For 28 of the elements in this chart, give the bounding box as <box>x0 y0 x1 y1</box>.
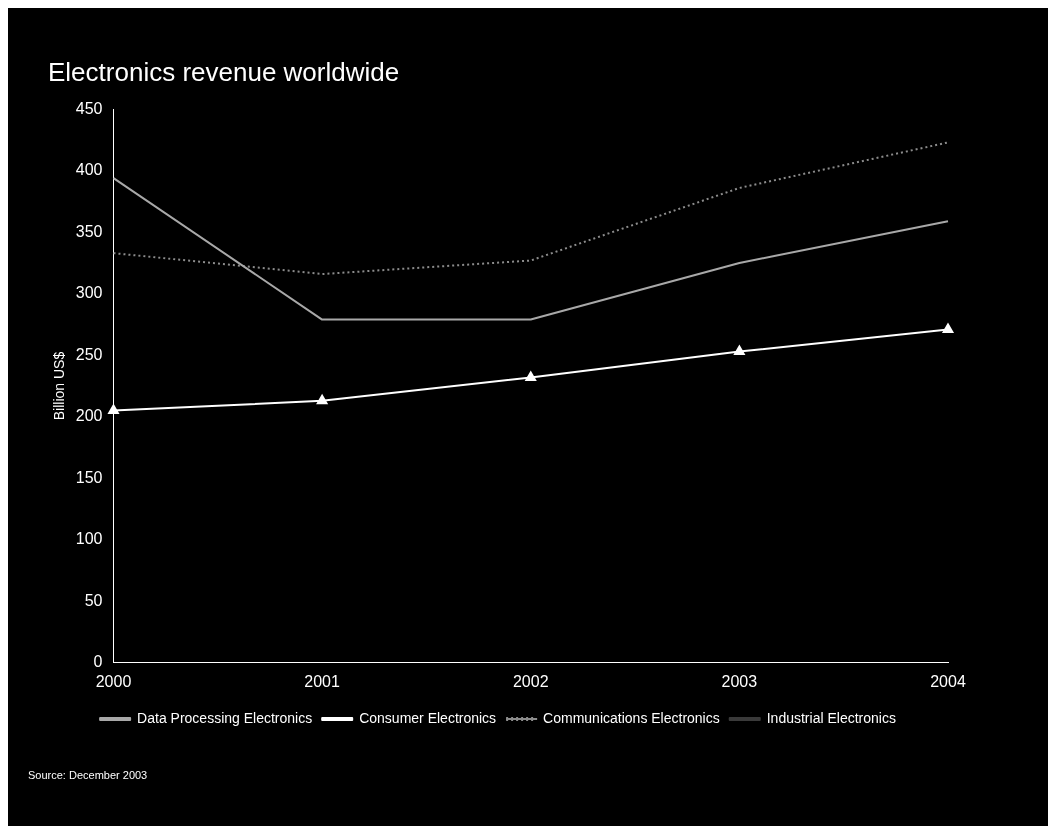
point <box>942 323 954 333</box>
point <box>108 404 119 415</box>
line-series <box>112 141 949 276</box>
x-tick-label: 2002 <box>512 672 549 690</box>
point <box>734 345 745 356</box>
legend-label: Industrial Electronics <box>766 709 896 726</box>
chart-title: Electronics revenue worldwide <box>48 56 400 87</box>
y-tick-label: 250 <box>75 345 103 363</box>
y-tick-label: 400 <box>75 161 103 179</box>
source-note: Source: December 2003 <box>28 769 148 782</box>
x-tick-label: 2001 <box>304 672 341 690</box>
point <box>316 394 328 405</box>
y-tick-label: 50 <box>84 591 103 609</box>
y-tick-label: 150 <box>75 468 103 486</box>
legend-label: Data Processing Electronics <box>137 709 313 726</box>
point <box>525 371 537 381</box>
x-tick-label: 2003 <box>721 672 758 690</box>
legend-label: Consumer Electronics <box>359 709 497 726</box>
legend-label: Communications Electronics <box>543 709 720 726</box>
x-tick-label: 2004 <box>930 672 966 690</box>
y-tick-label: 200 <box>75 407 103 425</box>
x-tick-label: 2000 <box>95 672 132 690</box>
y-tick-label: 100 <box>75 530 103 548</box>
y-tick-label: 0 <box>93 653 103 671</box>
y-tick-label: 350 <box>75 222 103 240</box>
y-tick-label: 450 <box>75 99 103 117</box>
y-axis-title: Billion US$ <box>51 351 68 421</box>
y-tick-label: 300 <box>75 284 103 302</box>
